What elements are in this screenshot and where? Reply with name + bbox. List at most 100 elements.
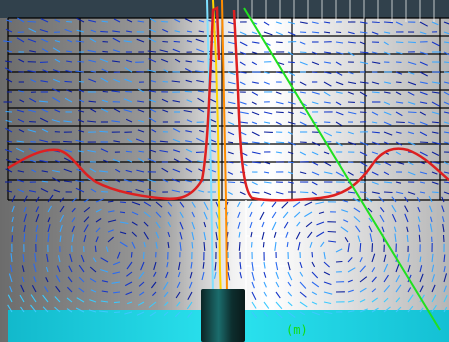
vector-arrow bbox=[40, 80, 49, 83]
vector-arrow bbox=[383, 141, 389, 145]
vector-arrow bbox=[161, 167, 169, 173]
vector-arrow bbox=[131, 221, 138, 226]
vector-arrow bbox=[371, 276, 377, 283]
vector-arrow bbox=[365, 197, 373, 203]
vector-arrow bbox=[3, 40, 13, 43]
vector-arrow bbox=[6, 190, 13, 193]
vector-arrow bbox=[89, 38, 97, 43]
vector-arrow bbox=[275, 261, 279, 271]
vector-arrow bbox=[175, 291, 181, 299]
vector-arrow bbox=[137, 100, 145, 103]
vector-arrow bbox=[323, 251, 326, 260]
vector-arrow bbox=[191, 241, 194, 249]
vector-arrow bbox=[431, 264, 435, 273]
grid-lines bbox=[7, 0, 449, 300]
vector-arrow bbox=[179, 211, 184, 218]
vector-arrow bbox=[287, 181, 294, 184]
vector-arrow bbox=[395, 81, 402, 84]
vector-arrow bbox=[149, 18, 157, 23]
vector-arrow bbox=[75, 40, 85, 43]
vector-arrow bbox=[112, 261, 121, 266]
vector-arrow bbox=[249, 221, 253, 229]
vector-arrow bbox=[371, 243, 374, 253]
vector-arrow bbox=[47, 205, 52, 213]
vector-arrow bbox=[299, 311, 306, 316]
vector-arrow bbox=[419, 51, 429, 55]
vector-arrow bbox=[394, 233, 397, 243]
vector-arrow bbox=[186, 301, 193, 310]
vector-arrow bbox=[159, 140, 169, 143]
jet-line-cyan bbox=[206, 0, 214, 296]
vector-arrow bbox=[237, 211, 241, 219]
vector-arrow bbox=[383, 81, 392, 84]
vector-arrow bbox=[443, 181, 449, 184]
vector-arrow bbox=[19, 99, 25, 103]
vector-arrow bbox=[125, 118, 133, 123]
vector-arrow bbox=[114, 311, 121, 314]
vector-arrow bbox=[323, 101, 331, 104]
vector-arrow bbox=[27, 38, 37, 43]
vector-arrow bbox=[188, 281, 193, 289]
vector-arrow bbox=[123, 40, 133, 43]
vector-arrow bbox=[111, 120, 121, 123]
red-profile-curve bbox=[7, 6, 449, 202]
vector-arrow bbox=[76, 29, 85, 33]
vector-arrow bbox=[63, 168, 73, 173]
vector-arrow bbox=[42, 69, 49, 73]
vector-arrow bbox=[101, 20, 109, 23]
vector-arrow bbox=[148, 58, 157, 63]
jet-stream bbox=[206, 0, 228, 301]
vector-arrow bbox=[125, 150, 133, 153]
vector-arrow bbox=[191, 211, 195, 218]
vector-arrow bbox=[431, 121, 439, 124]
vector-arrow bbox=[251, 311, 258, 319]
vector-arrow bbox=[227, 271, 231, 281]
vector-arrow bbox=[5, 19, 13, 23]
vector-arrow bbox=[35, 234, 38, 243]
vector-arrow bbox=[299, 91, 306, 94]
vector-arrow bbox=[113, 108, 121, 113]
vector-arrow bbox=[187, 291, 193, 301]
vector-arrow bbox=[368, 225, 373, 233]
vector-arrow bbox=[443, 101, 449, 105]
vector-arrow bbox=[251, 111, 260, 116]
vector-arrow bbox=[347, 289, 354, 293]
vector-arrow bbox=[92, 257, 97, 263]
vector-arrow bbox=[347, 91, 355, 95]
vector-arrow bbox=[5, 168, 13, 173]
vector-arrow bbox=[287, 171, 294, 175]
vector-arrow bbox=[323, 271, 331, 276]
vector-arrow bbox=[147, 50, 157, 53]
vector-arrow bbox=[404, 205, 409, 213]
vector-arrow bbox=[167, 221, 172, 228]
vector-arrow bbox=[75, 187, 85, 193]
vector-arrow bbox=[311, 151, 319, 156]
vector-arrow bbox=[383, 274, 389, 283]
vector-arrow bbox=[263, 181, 272, 184]
vector-arrow bbox=[419, 161, 425, 165]
vector-arrow bbox=[407, 161, 414, 166]
vector-arrow bbox=[273, 231, 277, 238]
vector-arrow bbox=[335, 260, 343, 263]
vector-arrow bbox=[395, 131, 402, 134]
vector-arrow bbox=[174, 30, 181, 33]
vector-arrow bbox=[124, 281, 133, 287]
vector-arrow bbox=[287, 131, 293, 135]
vector-arrow bbox=[87, 120, 97, 123]
vector-arrow bbox=[442, 223, 445, 233]
vector-arrow bbox=[90, 289, 97, 293]
vector-arrow bbox=[176, 301, 181, 307]
vector-arrow bbox=[357, 235, 361, 243]
vector-arrow bbox=[383, 171, 390, 176]
vector-arrow bbox=[287, 291, 293, 297]
vector-arrow bbox=[119, 211, 126, 214]
vector-arrow bbox=[323, 21, 331, 24]
vector-arrow bbox=[323, 81, 332, 87]
vector-arrow bbox=[136, 311, 145, 316]
vector-arrow bbox=[119, 201, 126, 204]
vector-arrow bbox=[443, 141, 449, 144]
vector-arrow bbox=[69, 253, 73, 263]
vector-arrow bbox=[275, 271, 280, 279]
vector-arrow bbox=[443, 71, 449, 73]
vector-arrow bbox=[187, 311, 193, 318]
